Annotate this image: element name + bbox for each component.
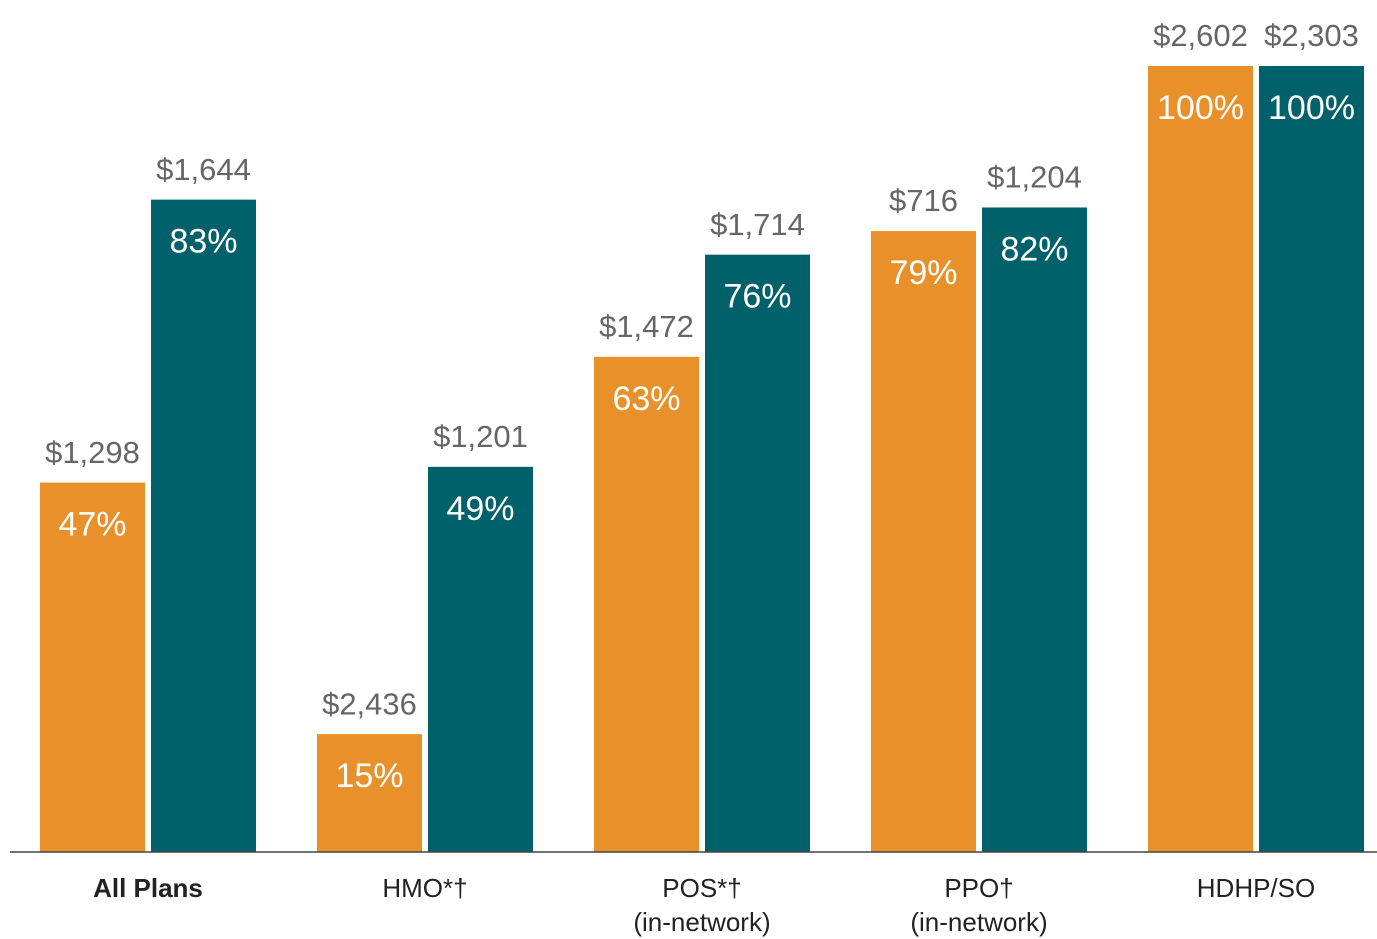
x-tick-note: (in-network) xyxy=(910,907,1047,937)
bar xyxy=(1148,66,1253,852)
bar xyxy=(1259,66,1364,852)
x-tick-label: PPO† xyxy=(944,873,1013,903)
value-label: 47% xyxy=(58,506,126,544)
bar xyxy=(428,466,533,852)
bar xyxy=(151,199,256,852)
amount-label: $1,714 xyxy=(710,207,805,242)
amount-label: $1,298 xyxy=(45,435,140,470)
value-label: 82% xyxy=(1000,230,1068,268)
x-tick-label: All Plans xyxy=(93,873,203,903)
x-tick-label: HMO*† xyxy=(382,873,467,903)
amount-label: $2,436 xyxy=(322,686,417,721)
value-label: 15% xyxy=(335,757,403,795)
amount-label: $1,201 xyxy=(433,419,528,454)
value-label: 83% xyxy=(169,223,237,261)
amount-label: $2,303 xyxy=(1264,18,1359,53)
bar xyxy=(871,231,976,852)
bar xyxy=(317,734,422,852)
value-label: 76% xyxy=(723,278,791,316)
value-label: 100% xyxy=(1268,89,1355,127)
bar xyxy=(982,207,1087,853)
amount-label: $1,472 xyxy=(599,309,694,344)
x-tick-note: (in-network) xyxy=(633,907,770,937)
x-tick-label: HDHP/SO xyxy=(1197,873,1315,903)
amount-label: $716 xyxy=(889,183,958,218)
value-label: 100% xyxy=(1157,89,1244,127)
amount-label: $1,644 xyxy=(156,152,251,187)
value-label: 79% xyxy=(889,254,957,292)
amount-label: $2,602 xyxy=(1153,18,1248,53)
bar xyxy=(594,356,699,852)
bar xyxy=(705,254,810,852)
value-label: 63% xyxy=(612,380,680,418)
bar xyxy=(40,482,145,852)
amount-label: $1,204 xyxy=(987,160,1082,195)
value-label: 49% xyxy=(446,490,514,528)
x-tick-label: POS*† xyxy=(662,873,742,903)
